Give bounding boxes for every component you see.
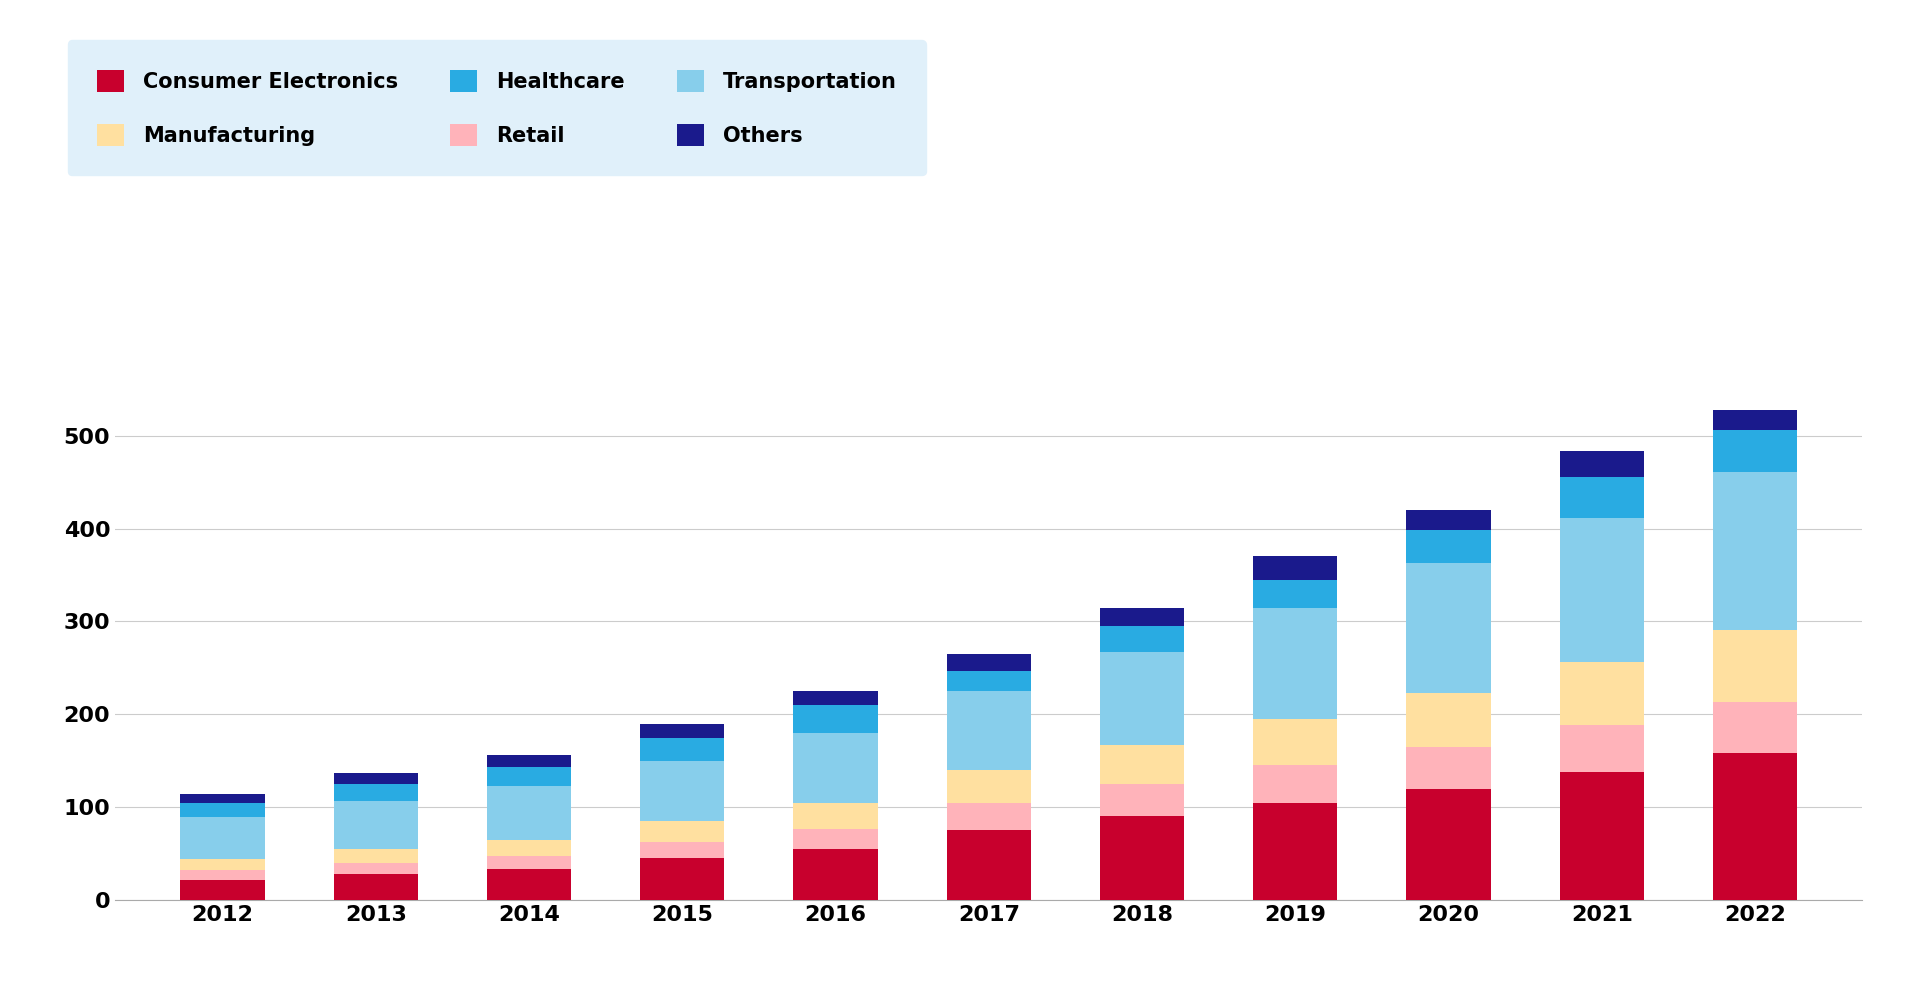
Bar: [793, 733, 877, 802]
Bar: [180, 803, 265, 817]
Bar: [947, 691, 1031, 770]
Bar: [1254, 719, 1338, 765]
Bar: [1100, 784, 1185, 816]
Bar: [1407, 747, 1490, 789]
Legend: Consumer Electronics, Manufacturing, Healthcare, Retail, Transportation, Others: Consumer Electronics, Manufacturing, Hea…: [67, 40, 925, 175]
Bar: [488, 856, 570, 869]
Bar: [1559, 477, 1644, 518]
Bar: [334, 801, 419, 849]
Bar: [334, 784, 419, 801]
Bar: [334, 849, 419, 863]
Bar: [1254, 580, 1338, 607]
Bar: [1100, 608, 1185, 626]
Bar: [1100, 816, 1185, 900]
Bar: [180, 817, 265, 859]
Bar: [1407, 693, 1490, 747]
Bar: [1713, 753, 1797, 900]
Bar: [947, 830, 1031, 900]
Bar: [180, 859, 265, 870]
Bar: [334, 863, 419, 874]
Bar: [334, 874, 419, 900]
Bar: [793, 705, 877, 733]
Bar: [947, 654, 1031, 671]
Bar: [488, 840, 570, 856]
Bar: [947, 770, 1031, 802]
Bar: [793, 828, 877, 849]
Bar: [639, 738, 724, 761]
Bar: [947, 802, 1031, 830]
Bar: [639, 858, 724, 900]
Bar: [1254, 765, 1338, 802]
Bar: [1407, 789, 1490, 900]
Bar: [1254, 607, 1338, 719]
Bar: [1713, 630, 1797, 702]
Bar: [1100, 626, 1185, 652]
Bar: [793, 849, 877, 900]
Bar: [1559, 518, 1644, 662]
Bar: [180, 880, 265, 900]
Bar: [488, 869, 570, 900]
Bar: [1713, 472, 1797, 630]
Bar: [334, 773, 419, 784]
Bar: [947, 671, 1031, 691]
Bar: [639, 821, 724, 842]
Bar: [1407, 530, 1490, 563]
Bar: [1407, 563, 1490, 693]
Bar: [180, 870, 265, 880]
Bar: [1713, 410, 1797, 430]
Bar: [1100, 745, 1185, 784]
Bar: [639, 842, 724, 858]
Bar: [1100, 652, 1185, 745]
Bar: [639, 761, 724, 821]
Bar: [1254, 802, 1338, 900]
Bar: [1559, 772, 1644, 900]
Bar: [1407, 510, 1490, 530]
Bar: [793, 802, 877, 828]
Bar: [793, 691, 877, 705]
Bar: [1254, 556, 1338, 580]
Bar: [1713, 702, 1797, 753]
Bar: [180, 794, 265, 803]
Bar: [488, 786, 570, 840]
Bar: [488, 767, 570, 786]
Bar: [1713, 430, 1797, 472]
Bar: [639, 724, 724, 738]
Bar: [1559, 451, 1644, 477]
Bar: [1559, 662, 1644, 725]
Bar: [488, 755, 570, 767]
Bar: [1559, 725, 1644, 772]
